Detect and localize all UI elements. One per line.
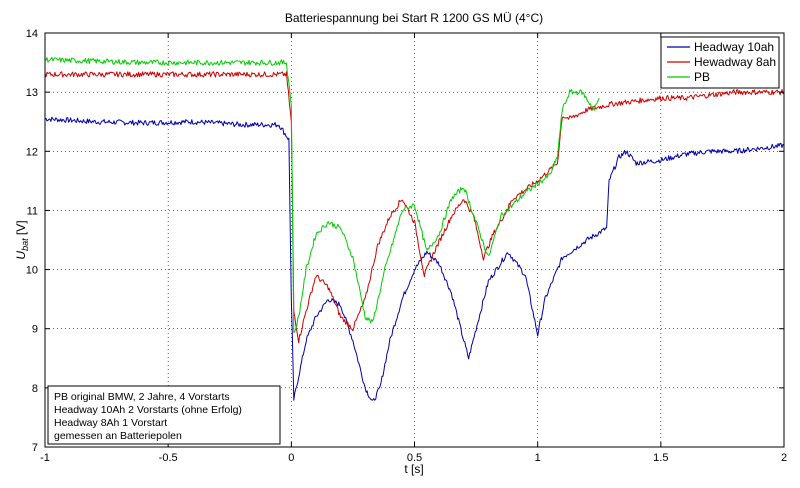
note-line-3: Headway 8Ah 1 Vorstart <box>54 417 167 429</box>
note-line-1: PB original BMW, 2 Jahre, 4 Vorstarts <box>54 391 230 403</box>
note-line-4: gemessen an Batteriepolen <box>54 430 182 442</box>
series-line-headway-10ah <box>44 116 785 401</box>
y-tick-label: 9 <box>32 324 38 336</box>
y-tick-label: 13 <box>26 87 38 99</box>
chart-title: Batteriespannung bei Start R 1200 GS MÜ … <box>285 11 543 25</box>
x-tick-label: 2 <box>781 452 787 464</box>
y-axis-label: Ubat [V] <box>14 220 30 259</box>
y-tick-label: 7 <box>32 442 38 454</box>
y-tick-label: 10 <box>26 265 38 277</box>
series-line-pb <box>44 56 600 333</box>
y-tick-label: 12 <box>26 146 38 158</box>
legend-label-pb: PB <box>694 70 710 84</box>
y-tick-label: 11 <box>27 205 38 217</box>
legend: Headway 10ah Hewadway 8ah PB <box>660 36 780 89</box>
x-tick-label: 0.5 <box>407 452 422 464</box>
x-tick-label: -1 <box>40 452 50 464</box>
y-axis-label-sub: bat <box>20 238 30 251</box>
plot-background <box>45 33 784 447</box>
note-box <box>47 385 281 445</box>
series-line-hewadway-8ah <box>44 71 785 344</box>
x-tick-label: -0.5 <box>159 452 178 464</box>
legend-label-hewadway-8ah: Hewadway 8ah <box>694 55 776 69</box>
legend-label-headway-10ah: Headway 10ah <box>694 40 774 54</box>
y-axis-label-main: U <box>14 251 28 260</box>
x-tick-label: 1.5 <box>653 452 668 464</box>
y-tick-label: 14 <box>26 28 38 40</box>
y-axis-ticks: 7 8 9 10 11 12 13 14 <box>26 28 784 454</box>
note-line-2: Headway 10Ah 2 Vorstarts (ohne Erfolg) <box>54 404 242 416</box>
x-axis-label: t [s] <box>404 462 423 476</box>
x-tick-label: 1 <box>535 452 541 464</box>
series-layer <box>44 56 785 401</box>
y-tick-label: 8 <box>32 383 38 395</box>
y-axis-label-unit: [V] <box>14 220 28 238</box>
x-tick-label: 0 <box>288 452 294 464</box>
x-axis-ticks: -1 -0.5 0 0.5 1 1.5 2 <box>40 33 787 464</box>
annotation-note: PB original BMW, 2 Jahre, 4 Vorstarts He… <box>47 385 281 445</box>
